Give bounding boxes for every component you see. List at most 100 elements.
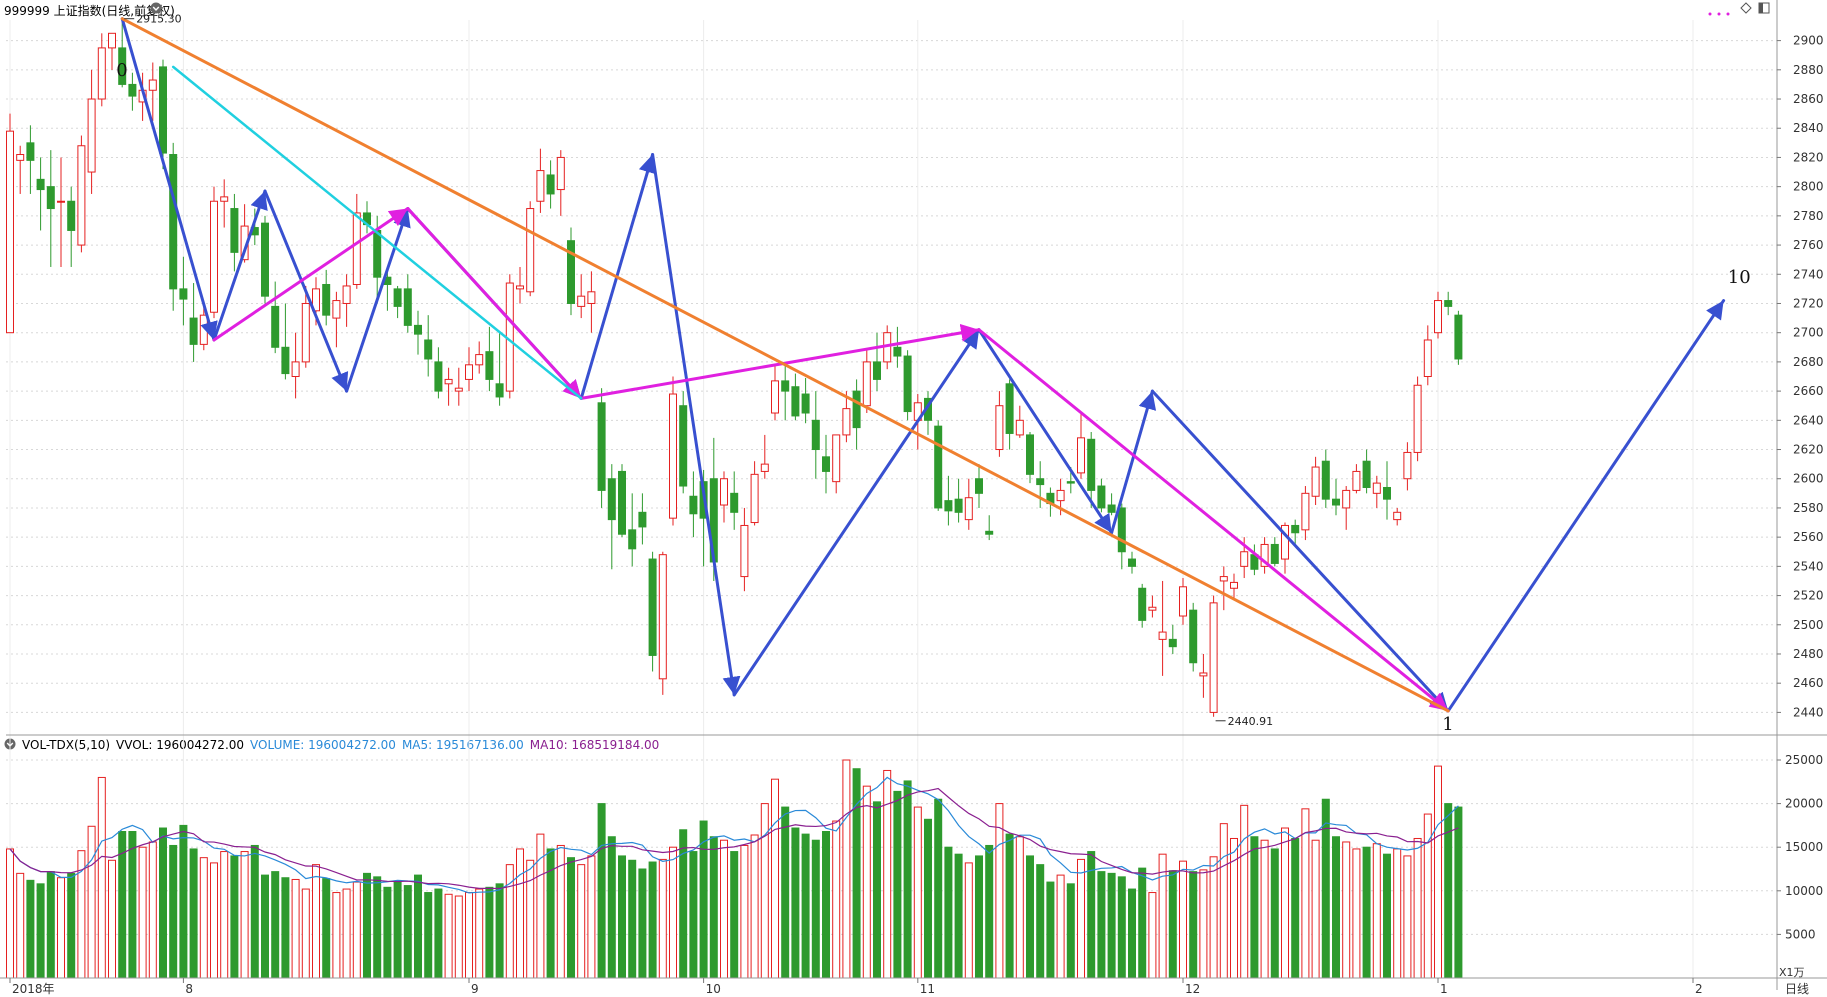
candle-body bbox=[1199, 672, 1208, 677]
candle-body bbox=[781, 380, 790, 392]
candle-body bbox=[36, 178, 45, 191]
candle-body bbox=[169, 154, 178, 290]
volume-bar bbox=[811, 839, 820, 979]
volume-bar bbox=[577, 864, 586, 979]
volume-bar bbox=[536, 833, 545, 979]
candle bbox=[964, 478, 973, 530]
volume-bar bbox=[760, 803, 769, 979]
candle-body bbox=[1403, 451, 1412, 480]
ma5-line bbox=[9, 776, 1459, 894]
ma5-value: MA5: 195167136.00 bbox=[401, 738, 524, 752]
candle-body bbox=[1168, 638, 1177, 648]
candle bbox=[1026, 431, 1034, 484]
candle bbox=[771, 364, 779, 421]
volume-bar bbox=[750, 834, 759, 979]
candle-body bbox=[658, 554, 667, 680]
volume-bar bbox=[250, 844, 259, 979]
candle-body bbox=[373, 229, 382, 278]
volume-bar bbox=[771, 778, 779, 979]
wave-segment bbox=[263, 189, 349, 393]
candle-body bbox=[342, 285, 351, 304]
candle bbox=[179, 256, 188, 326]
candle-body bbox=[108, 32, 116, 49]
panel-toggle-icon[interactable] bbox=[1758, 2, 1770, 17]
wave-segment bbox=[120, 17, 1450, 713]
wave-label: 10 bbox=[1728, 267, 1751, 288]
volume-bar bbox=[1444, 803, 1453, 979]
candle-body bbox=[832, 434, 841, 483]
annotations: 0 1 10 2915.30 2440.91 bbox=[116, 13, 1751, 735]
candle-body bbox=[434, 361, 443, 392]
candle bbox=[811, 391, 820, 479]
candle bbox=[505, 274, 514, 399]
candle-body bbox=[638, 511, 647, 528]
volume-bar bbox=[414, 874, 422, 979]
volume-bar bbox=[546, 848, 555, 979]
candle-body bbox=[903, 355, 912, 413]
ma10-line bbox=[9, 787, 1459, 890]
volume-bar bbox=[1413, 837, 1422, 979]
volume-bar bbox=[1240, 804, 1249, 979]
candle bbox=[556, 150, 565, 216]
candle-body bbox=[1015, 419, 1024, 436]
candle bbox=[271, 281, 280, 354]
wave-segment bbox=[345, 207, 411, 393]
volume-bar bbox=[832, 820, 841, 979]
candle bbox=[1209, 595, 1218, 717]
chart-title: 999999 上证指数(日线,前复权) bbox=[4, 4, 175, 18]
candle-body bbox=[46, 186, 55, 210]
volume-bar bbox=[1342, 841, 1351, 979]
candle bbox=[36, 157, 45, 231]
candle bbox=[118, 18, 127, 88]
candle-body bbox=[1148, 606, 1157, 611]
candle bbox=[842, 391, 851, 443]
candle-body bbox=[1158, 631, 1167, 640]
candle-body bbox=[587, 291, 596, 304]
volume-bar bbox=[1383, 853, 1391, 979]
candle bbox=[1332, 478, 1340, 516]
candle bbox=[1189, 602, 1198, 672]
volume-tick-label: 20000 bbox=[1785, 797, 1823, 811]
candle-body bbox=[811, 419, 820, 451]
wave-segment bbox=[171, 65, 583, 400]
volume-bar bbox=[1015, 836, 1024, 979]
volume-bar bbox=[36, 883, 45, 979]
wave-lines bbox=[120, 17, 1726, 713]
x-tick-label: 10 bbox=[706, 982, 721, 996]
candle bbox=[332, 291, 341, 348]
candle bbox=[1138, 583, 1147, 628]
candle-body bbox=[597, 402, 606, 491]
volume-bar bbox=[1117, 876, 1126, 979]
volume-bar bbox=[679, 829, 688, 979]
candle-body bbox=[1291, 524, 1300, 534]
chart-menu-icon[interactable] bbox=[150, 2, 162, 17]
volume-bar bbox=[1189, 871, 1198, 979]
volume-bar bbox=[944, 846, 953, 979]
volume-bar bbox=[720, 839, 728, 979]
volume-bar bbox=[240, 851, 249, 979]
volume-bar bbox=[781, 806, 790, 979]
volume-bar bbox=[1168, 870, 1177, 979]
volume-bar bbox=[1260, 839, 1269, 979]
candle-body bbox=[556, 156, 565, 191]
volume-bar bbox=[1077, 858, 1085, 979]
candle-body bbox=[1352, 470, 1361, 491]
candle bbox=[1168, 624, 1177, 654]
candle-body bbox=[1383, 486, 1391, 500]
candle bbox=[536, 148, 545, 213]
candle bbox=[67, 186, 76, 267]
candle bbox=[403, 274, 412, 333]
price-tick-label: 2480 bbox=[1793, 647, 1824, 661]
candle bbox=[26, 125, 35, 194]
candle-body bbox=[1230, 581, 1238, 589]
candle-body bbox=[312, 288, 320, 312]
diamond-icon[interactable] bbox=[1740, 2, 1752, 17]
candle bbox=[301, 285, 310, 368]
volume-bar bbox=[291, 878, 300, 979]
volume-bar bbox=[454, 895, 463, 979]
candle-body bbox=[1189, 609, 1198, 664]
candle-body bbox=[148, 79, 157, 91]
candle bbox=[1015, 405, 1024, 438]
candle bbox=[1036, 461, 1045, 508]
